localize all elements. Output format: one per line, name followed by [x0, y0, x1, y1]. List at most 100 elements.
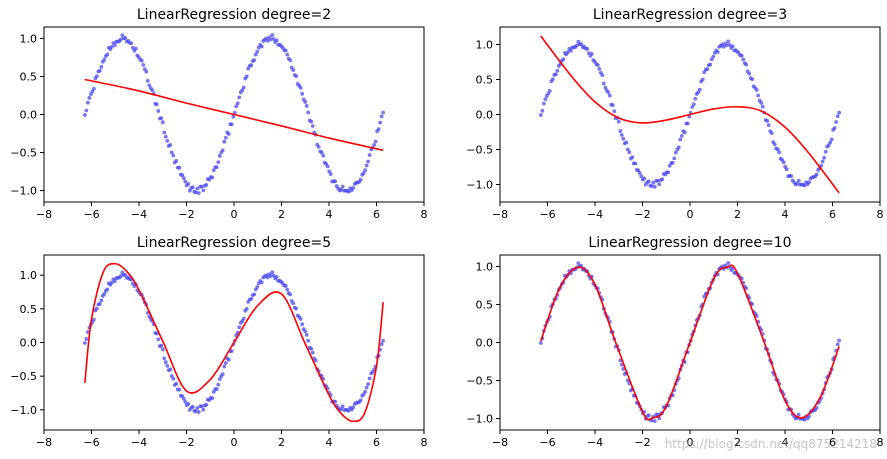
scatter-point — [265, 275, 270, 280]
y-tick-label: −0.5 — [10, 370, 37, 383]
scatter-point — [351, 186, 356, 190]
scatter-point — [196, 410, 201, 414]
scatter-point — [576, 261, 581, 266]
scatter-point — [181, 396, 186, 401]
scatter-point — [222, 139, 227, 144]
scatter-point — [313, 358, 318, 363]
x-tick-label: −6 — [83, 208, 99, 221]
scatter-point — [163, 360, 168, 365]
scatter-point — [190, 185, 195, 190]
x-tick-label: 2 — [278, 436, 285, 449]
scatter-point — [607, 93, 612, 98]
fit-line — [540, 264, 840, 421]
scatter-point — [304, 104, 309, 108]
scatter-point — [112, 279, 117, 284]
scatter-point — [226, 357, 231, 362]
x-tick-label: 6 — [373, 208, 380, 221]
scatter-point — [181, 176, 186, 181]
scatter-point — [376, 127, 381, 132]
x-tick-label: −8 — [36, 208, 52, 221]
x-tick-label: 4 — [326, 436, 333, 449]
scatter-point — [193, 409, 198, 414]
scatter-point — [741, 57, 746, 62]
scatter-point — [196, 191, 201, 196]
y-tick-label: 1.0 — [476, 39, 494, 52]
scatter-point — [775, 147, 780, 152]
scatter-point — [781, 160, 786, 165]
scatter-point — [814, 172, 819, 177]
scatter-point — [708, 62, 713, 67]
scatter-point — [210, 175, 215, 180]
scatter-point — [252, 58, 257, 63]
scatter-point — [214, 387, 219, 391]
scatter-point — [633, 161, 638, 166]
scatter-point — [85, 100, 90, 105]
scatter-point — [538, 113, 543, 117]
scatter-point — [129, 41, 134, 46]
scatter-point — [283, 284, 288, 288]
scatter-point — [288, 292, 293, 297]
scatter-point — [325, 164, 330, 169]
scatter-point — [372, 143, 377, 147]
scatter-point — [97, 68, 102, 73]
scatter-point — [679, 133, 684, 138]
scatter-point — [754, 314, 759, 318]
scatter-point — [199, 184, 204, 189]
scatter-point — [310, 350, 315, 355]
y-tick-label: −0.5 — [466, 144, 493, 157]
scatter-point — [84, 108, 89, 113]
y-tick-label: 0.0 — [476, 337, 494, 350]
scatter-point — [784, 167, 789, 172]
scatter-point — [94, 306, 99, 311]
scatter-point — [291, 68, 296, 73]
scatter-point — [760, 104, 765, 109]
scatter-point — [715, 50, 720, 54]
y-tick-label: −0.5 — [10, 147, 37, 160]
scatter-point — [255, 285, 260, 289]
scatter-point — [118, 37, 123, 42]
scatter-point — [223, 135, 228, 140]
scatter-point — [319, 150, 324, 155]
subplot-3: LinearRegression degree=5 −8 −6 −4 −2 0 2 4 6 8 −1… — [10, 235, 427, 449]
scatter-point — [367, 376, 372, 381]
scatter-point — [676, 145, 681, 150]
scatter-point — [159, 343, 164, 348]
scatter-point — [193, 190, 198, 195]
scatter-point — [568, 48, 573, 53]
scatter-point — [321, 153, 326, 158]
x-tick-label: −2 — [178, 208, 194, 221]
scatter-point — [298, 317, 303, 321]
scatter-point — [274, 275, 279, 279]
scatter-point — [294, 74, 299, 79]
scatter-point — [739, 53, 744, 58]
x-tick-label: 2 — [278, 208, 285, 221]
x-tick-label: −8 — [36, 436, 52, 449]
scatter-point — [766, 123, 771, 127]
scatter-series — [82, 33, 386, 196]
scatter-point — [244, 306, 249, 311]
scatter-point — [249, 296, 254, 301]
scatter-point — [240, 88, 245, 93]
scatter-point — [700, 77, 705, 82]
scatter-point — [565, 50, 570, 55]
scatter-point — [642, 176, 647, 181]
scatter-point — [616, 119, 621, 124]
scatter-point — [235, 101, 240, 106]
scatter-point — [606, 90, 611, 95]
x-tick-label: 6 — [829, 208, 836, 221]
scatter-point — [379, 342, 384, 347]
scatter-point — [834, 120, 839, 124]
scatter-point — [304, 333, 309, 337]
scatter-point — [87, 95, 92, 100]
scatter-point — [91, 86, 96, 91]
y-tick-label: 1.0 — [20, 32, 38, 45]
x-tick-label: −6 — [539, 436, 555, 449]
scatter-point — [237, 95, 242, 100]
scatter-point — [550, 77, 555, 82]
scatter-point — [229, 122, 234, 127]
scatter-point — [366, 159, 371, 164]
scatter-point — [646, 413, 651, 418]
scatter-point — [339, 187, 344, 192]
scatter-point — [216, 382, 221, 387]
scatter-point — [589, 52, 594, 56]
